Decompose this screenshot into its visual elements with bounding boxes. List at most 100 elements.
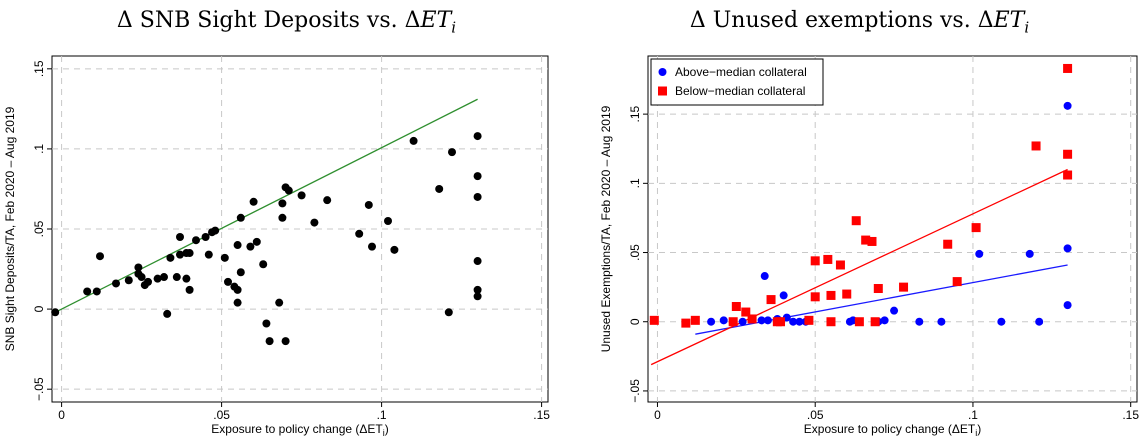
data-point — [160, 273, 168, 282]
data-point-square — [804, 315, 814, 325]
data-point — [1063, 301, 1072, 310]
x-axis-label-suffix: ) — [977, 422, 981, 436]
data-point — [473, 285, 482, 294]
x-tick-label: .05 — [213, 408, 230, 422]
data-point — [233, 241, 242, 250]
data-point — [997, 317, 1006, 326]
x-axis-label-suffix: ) — [385, 422, 389, 436]
data-point — [163, 309, 172, 318]
data-point-square — [826, 290, 836, 300]
data-point-square — [873, 284, 883, 294]
data-point-square — [690, 315, 700, 325]
data-point — [96, 252, 104, 261]
data-point — [473, 172, 482, 181]
y-tick-label: .05 — [628, 244, 642, 261]
chart-title-prefix: Δ Unused exemptions vs. Δ — [689, 8, 994, 33]
data-point-square — [747, 314, 757, 324]
data-point — [83, 287, 92, 296]
data-point — [707, 317, 716, 326]
data-point — [1035, 317, 1044, 326]
data-point-square — [826, 317, 836, 327]
data-point — [211, 226, 220, 235]
data-point — [1063, 101, 1072, 110]
data-point — [172, 273, 181, 282]
data-point — [275, 298, 284, 307]
x-axis-label-main: Exposure to policy change (ΔET — [211, 422, 383, 436]
data-point-square — [971, 223, 981, 233]
fitted-line — [650, 168, 1068, 366]
data-point-square — [1063, 63, 1073, 73]
data-point — [880, 316, 889, 325]
data-point — [355, 229, 364, 238]
fitted-line — [54, 98, 478, 313]
data-point-square — [943, 239, 953, 249]
data-point — [92, 287, 101, 296]
chart-title-variable: ET — [993, 8, 1025, 33]
data-point-square — [741, 307, 751, 317]
data-point-square — [1063, 149, 1073, 159]
data-point-square — [681, 318, 691, 328]
y-tick-label: 0 — [628, 318, 642, 325]
data-point — [384, 216, 392, 225]
chart-title-prefix: Δ SNB Sight Deposits vs. Δ — [116, 8, 421, 33]
data-point — [1063, 244, 1072, 253]
data-point-square — [1031, 141, 1041, 151]
data-point — [738, 317, 747, 326]
y-tick-label: 0 — [32, 305, 46, 312]
y-tick-label: −.05 — [628, 379, 642, 403]
data-point — [204, 250, 213, 259]
data-point — [278, 199, 287, 208]
data-point — [278, 213, 287, 222]
data-point-square — [810, 256, 820, 266]
data-point — [112, 279, 120, 288]
data-point — [233, 298, 242, 307]
data-point — [176, 250, 184, 259]
data-point-square — [899, 282, 909, 292]
scatter-plot-left: 0 .05 .1 .15 −.05 0 .05 .1 .15 Exposure to policy… — [3, 55, 550, 436]
data-point — [220, 253, 229, 262]
data-point — [265, 337, 274, 346]
y-tick-label: .1 — [32, 144, 46, 154]
data-point — [284, 186, 293, 195]
y-tick-label: .15 — [32, 60, 46, 77]
data-point — [473, 132, 482, 141]
data-point — [473, 292, 482, 301]
data-point — [134, 263, 143, 272]
y-axis-label: SNB Sight Deposits/TA, Feb 2020 – Aug 20… — [3, 106, 17, 351]
data-point — [719, 316, 728, 325]
data-point — [201, 233, 210, 242]
data-point — [310, 218, 319, 227]
y-axis-label: Unused Exemptions/TA, Feb 2020 – Aug 201… — [599, 105, 613, 352]
x-tick-label: .15 — [533, 408, 550, 422]
data-point — [281, 337, 290, 346]
data-point — [890, 306, 899, 315]
y-tick-label: .15 — [628, 105, 642, 122]
x-tick-label: .05 — [807, 408, 824, 422]
data-point — [364, 200, 373, 209]
data-point — [757, 316, 766, 325]
y-tick-label: −.05 — [32, 377, 46, 401]
data-point-square — [731, 302, 741, 312]
data-point — [236, 213, 245, 222]
data-point — [915, 317, 924, 326]
data-point — [760, 272, 769, 281]
data-point — [975, 249, 984, 258]
x-axis-label-main: Exposure to policy change (ΔET — [804, 422, 976, 436]
chart-panel-left: Δ SNB Sight Deposits vs. ΔETi 0.05.1.15−… — [3, 8, 550, 436]
y-tick-label: .05 — [32, 220, 46, 237]
chart-panel-right: Δ Unused exemptions vs. ΔETi 0.05.1.15 −.… — [573, 0, 1146, 436]
data-point — [185, 285, 194, 294]
legend-marker-circle — [658, 68, 667, 76]
data-point-square — [867, 236, 877, 246]
legend-marker-square — [658, 86, 667, 96]
data-point — [473, 192, 482, 201]
legend-entry: Above−median collateral — [675, 65, 807, 79]
data-point-square — [810, 292, 820, 302]
data-point — [153, 274, 162, 283]
chart-title-right: Δ Unused exemptions vs. ΔETi — [573, 8, 1146, 36]
chart-title-variable: ET — [420, 8, 452, 33]
data-point-square — [776, 317, 786, 327]
scatter-plot-right: 0 .05 .1 .15 −.05 0 .05 .1 .15 Exposure to policy… — [599, 55, 1139, 436]
data-point — [176, 233, 184, 242]
data-point — [448, 148, 456, 157]
